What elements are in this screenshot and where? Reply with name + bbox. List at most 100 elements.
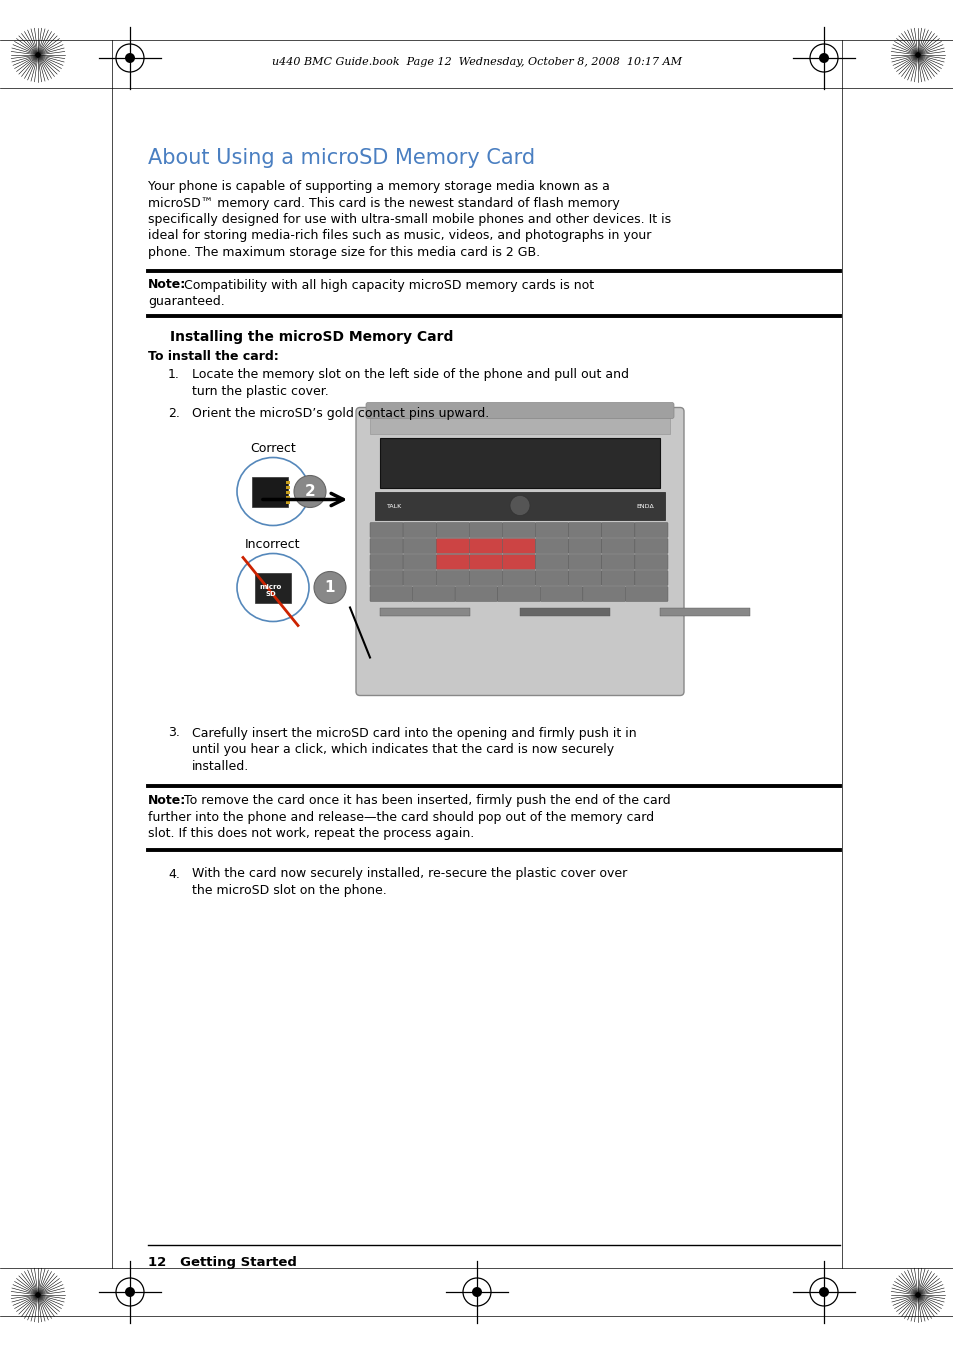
- FancyBboxPatch shape: [469, 522, 502, 537]
- Text: 4.: 4.: [168, 867, 180, 881]
- Text: ENDΔ: ENDΔ: [636, 503, 653, 509]
- Text: 12   Getting Started: 12 Getting Started: [148, 1257, 296, 1269]
- FancyBboxPatch shape: [403, 522, 436, 537]
- Circle shape: [472, 1286, 481, 1297]
- Bar: [375, 491, 664, 520]
- FancyBboxPatch shape: [370, 522, 403, 537]
- Text: To install the card:: To install the card:: [148, 350, 278, 362]
- Text: Your phone is capable of supporting a memory storage media known as a: Your phone is capable of supporting a me…: [148, 180, 609, 193]
- Text: u440 BMC Guide.book  Page 12  Wednesday, October 8, 2008  10:17 AM: u440 BMC Guide.book Page 12 Wednesday, O…: [272, 57, 681, 66]
- FancyBboxPatch shape: [568, 570, 601, 585]
- Text: ideal for storing media-rich files such as music, videos, and photographs in you: ideal for storing media-rich files such …: [148, 229, 651, 243]
- FancyBboxPatch shape: [539, 586, 582, 601]
- Bar: [286, 486, 290, 489]
- Text: Correct: Correct: [250, 441, 295, 455]
- FancyBboxPatch shape: [502, 555, 535, 570]
- Bar: [519, 608, 609, 616]
- FancyBboxPatch shape: [412, 586, 455, 601]
- FancyBboxPatch shape: [582, 586, 625, 601]
- FancyBboxPatch shape: [370, 586, 412, 601]
- Text: 2.: 2.: [168, 407, 180, 421]
- Text: installed.: installed.: [192, 760, 249, 772]
- FancyBboxPatch shape: [601, 555, 635, 570]
- Text: Note:: Note:: [148, 794, 186, 807]
- FancyBboxPatch shape: [635, 539, 667, 554]
- Bar: [286, 490, 290, 494]
- Text: Locate the memory slot on the left side of the phone and pull out and: Locate the memory slot on the left side …: [192, 368, 628, 381]
- FancyArrowPatch shape: [262, 494, 343, 506]
- Text: slot. If this does not work, repeat the process again.: slot. If this does not work, repeat the …: [148, 826, 474, 840]
- Circle shape: [818, 53, 828, 62]
- FancyBboxPatch shape: [625, 586, 667, 601]
- Text: 1: 1: [324, 579, 335, 594]
- FancyBboxPatch shape: [469, 570, 502, 585]
- FancyBboxPatch shape: [469, 539, 502, 554]
- Text: until you hear a click, which indicates that the card is now securely: until you hear a click, which indicates …: [192, 744, 614, 756]
- FancyBboxPatch shape: [403, 555, 436, 570]
- Text: TALK: TALK: [387, 503, 402, 509]
- Text: guaranteed.: guaranteed.: [148, 294, 225, 308]
- Text: 1.: 1.: [168, 368, 180, 381]
- Circle shape: [510, 495, 530, 516]
- Text: Compatibility with all high capacity microSD memory cards is not: Compatibility with all high capacity mic…: [180, 278, 594, 292]
- FancyBboxPatch shape: [568, 555, 601, 570]
- FancyBboxPatch shape: [469, 555, 502, 570]
- Bar: [286, 480, 290, 483]
- Text: About Using a microSD Memory Card: About Using a microSD Memory Card: [148, 148, 535, 168]
- Text: microSD™ memory card. This card is the newest standard of flash memory: microSD™ memory card. This card is the n…: [148, 197, 619, 209]
- FancyBboxPatch shape: [502, 570, 535, 585]
- FancyBboxPatch shape: [601, 522, 635, 537]
- Text: Note:: Note:: [148, 278, 186, 292]
- FancyBboxPatch shape: [535, 570, 568, 585]
- FancyBboxPatch shape: [370, 539, 403, 554]
- Bar: [659, 608, 749, 616]
- FancyBboxPatch shape: [370, 570, 403, 585]
- Circle shape: [314, 571, 346, 604]
- Text: turn the plastic cover.: turn the plastic cover.: [192, 384, 329, 398]
- FancyBboxPatch shape: [535, 522, 568, 537]
- FancyBboxPatch shape: [497, 586, 539, 601]
- Ellipse shape: [236, 554, 309, 622]
- FancyBboxPatch shape: [436, 555, 469, 570]
- FancyBboxPatch shape: [403, 570, 436, 585]
- Bar: [254, 573, 291, 603]
- FancyBboxPatch shape: [502, 522, 535, 537]
- FancyBboxPatch shape: [502, 539, 535, 554]
- Text: phone. The maximum storage size for this media card is 2 GB.: phone. The maximum storage size for this…: [148, 246, 539, 259]
- Text: specifically designed for use with ultra-small mobile phones and other devices. : specifically designed for use with ultra…: [148, 213, 670, 227]
- Bar: [252, 476, 288, 506]
- Bar: [379, 608, 470, 616]
- Circle shape: [294, 475, 326, 508]
- Bar: [370, 411, 669, 433]
- FancyBboxPatch shape: [436, 522, 469, 537]
- Text: Carefully insert the microSD card into the opening and firmly push it in: Carefully insert the microSD card into t…: [192, 726, 636, 740]
- FancyBboxPatch shape: [436, 570, 469, 585]
- FancyBboxPatch shape: [601, 539, 635, 554]
- Ellipse shape: [236, 457, 309, 525]
- FancyBboxPatch shape: [635, 570, 667, 585]
- Circle shape: [125, 1286, 135, 1297]
- FancyBboxPatch shape: [535, 539, 568, 554]
- FancyBboxPatch shape: [355, 407, 683, 696]
- FancyBboxPatch shape: [366, 403, 673, 418]
- Text: With the card now securely installed, re-secure the plastic cover over: With the card now securely installed, re…: [192, 867, 626, 881]
- Text: Installing the microSD Memory Card: Installing the microSD Memory Card: [170, 330, 453, 343]
- FancyBboxPatch shape: [535, 555, 568, 570]
- Circle shape: [818, 1286, 828, 1297]
- FancyBboxPatch shape: [635, 522, 667, 537]
- Text: the microSD slot on the phone.: the microSD slot on the phone.: [192, 883, 386, 897]
- Circle shape: [125, 53, 135, 62]
- Bar: [286, 501, 290, 503]
- FancyBboxPatch shape: [370, 555, 403, 570]
- Text: further into the phone and release—the card should pop out of the memory card: further into the phone and release—the c…: [148, 810, 654, 824]
- Bar: [379, 437, 659, 487]
- FancyBboxPatch shape: [403, 539, 436, 554]
- Circle shape: [914, 52, 920, 58]
- FancyBboxPatch shape: [568, 522, 601, 537]
- FancyBboxPatch shape: [568, 539, 601, 554]
- Circle shape: [35, 1292, 41, 1299]
- Text: Incorrect: Incorrect: [245, 537, 300, 551]
- FancyBboxPatch shape: [635, 555, 667, 570]
- Circle shape: [914, 1292, 920, 1299]
- FancyBboxPatch shape: [601, 570, 635, 585]
